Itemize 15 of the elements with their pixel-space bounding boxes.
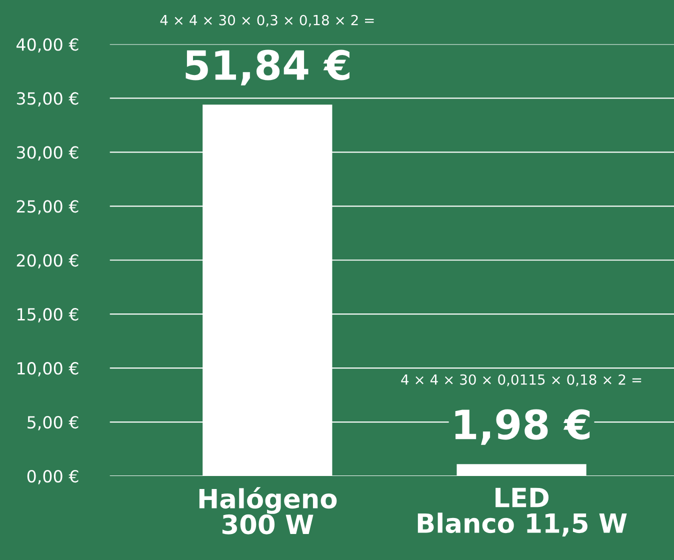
y-tick-label: 10,00 € xyxy=(18,362,78,376)
text: 4 × 4 × 30 × 0,3 × 0,18 × 2 = xyxy=(160,14,374,27)
y-tick-label: 20,00 € xyxy=(16,254,78,268)
y-tick-label: 25,00 € xyxy=(16,200,78,214)
y-tick-label: 30,00 € xyxy=(16,146,78,160)
annotation: 4 × 4 × 30 × 0,0115 × 0,18 × 2 = xyxy=(401,374,642,386)
annotation: 1,98 € xyxy=(455,409,590,445)
y-tick-label: 0,00 € xyxy=(27,470,78,484)
x-tick-label: LED Blanco 11,5 W xyxy=(418,488,627,536)
x-tick-label: Halógeno 300 W xyxy=(199,487,337,534)
y-tick-label: 15,00 € xyxy=(18,308,78,322)
annotation: 51,84 € xyxy=(186,50,350,86)
y-tick-label: 35,00 € xyxy=(16,92,78,106)
y-tick-label: 40,00 € xyxy=(16,38,78,53)
y-tick-label: 5,00 € xyxy=(28,416,78,430)
